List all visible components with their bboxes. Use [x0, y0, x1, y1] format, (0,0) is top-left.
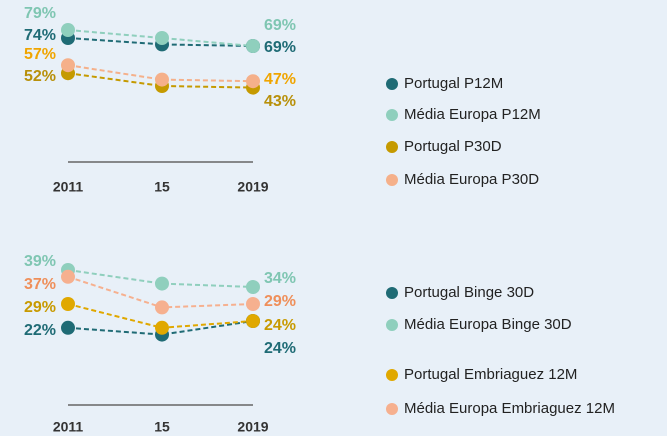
point	[61, 297, 75, 311]
point	[155, 300, 169, 315]
value-label: 29%	[24, 299, 56, 316]
point	[61, 58, 75, 73]
series-line	[67, 320, 254, 336]
legend-label: Média Europa P30D	[404, 171, 539, 188]
point	[246, 314, 260, 328]
series-line	[67, 72, 254, 89]
x-tick-label: 2019	[237, 419, 268, 435]
legend-marker	[386, 369, 398, 381]
point	[246, 74, 260, 89]
legend-label: Portugal P30D	[404, 138, 502, 155]
legend-label: Média Europa P12M	[404, 106, 541, 123]
value-label: 57%	[24, 46, 56, 63]
point	[155, 276, 169, 291]
value-label: 37%	[24, 276, 56, 293]
legend-marker	[386, 287, 398, 299]
series-line	[67, 269, 254, 288]
value-label: 24%	[264, 340, 296, 357]
point	[246, 280, 260, 294]
point	[61, 23, 75, 37]
series-line	[67, 64, 254, 83]
legend-label: Portugal Embriaguez 12M	[404, 366, 577, 383]
x-tick-label: 2019	[237, 179, 268, 195]
legend-marker	[386, 141, 398, 153]
point	[246, 39, 260, 53]
legend-marker	[386, 78, 398, 90]
value-label: 43%	[264, 93, 296, 110]
value-label: 69%	[264, 39, 296, 56]
value-label: 34%	[264, 270, 296, 287]
point	[155, 320, 169, 335]
value-label: 39%	[24, 253, 56, 270]
legend-marker	[386, 403, 398, 415]
value-label: 74%	[24, 27, 56, 44]
legend-label: Portugal P12M	[404, 75, 503, 92]
value-label: 22%	[24, 322, 56, 339]
point	[246, 297, 260, 311]
value-label: 29%	[264, 293, 296, 310]
point	[155, 31, 169, 45]
point	[155, 72, 169, 87]
legend-marker	[386, 174, 398, 186]
legend-label: Portugal Binge 30D	[404, 284, 534, 301]
x-tick-label: 2011	[53, 419, 84, 435]
value-label: 69%	[264, 17, 296, 34]
value-label: 52%	[24, 68, 56, 85]
legend-label: Média Europa Embriaguez 12M	[404, 400, 615, 417]
legend-label: Média Europa Binge 30D	[404, 316, 572, 333]
point	[61, 320, 75, 335]
value-label: 47%	[264, 71, 296, 88]
value-label: 24%	[264, 317, 296, 334]
value-label: 79%	[24, 5, 56, 22]
series-line	[67, 29, 254, 47]
x-tick-label: 2011	[53, 179, 84, 195]
point	[61, 269, 75, 284]
series-line	[67, 37, 254, 47]
legend-marker	[386, 109, 398, 121]
legend-marker	[386, 319, 398, 331]
x-tick-label: 15	[154, 419, 170, 435]
x-tick-label: 15	[154, 179, 170, 195]
